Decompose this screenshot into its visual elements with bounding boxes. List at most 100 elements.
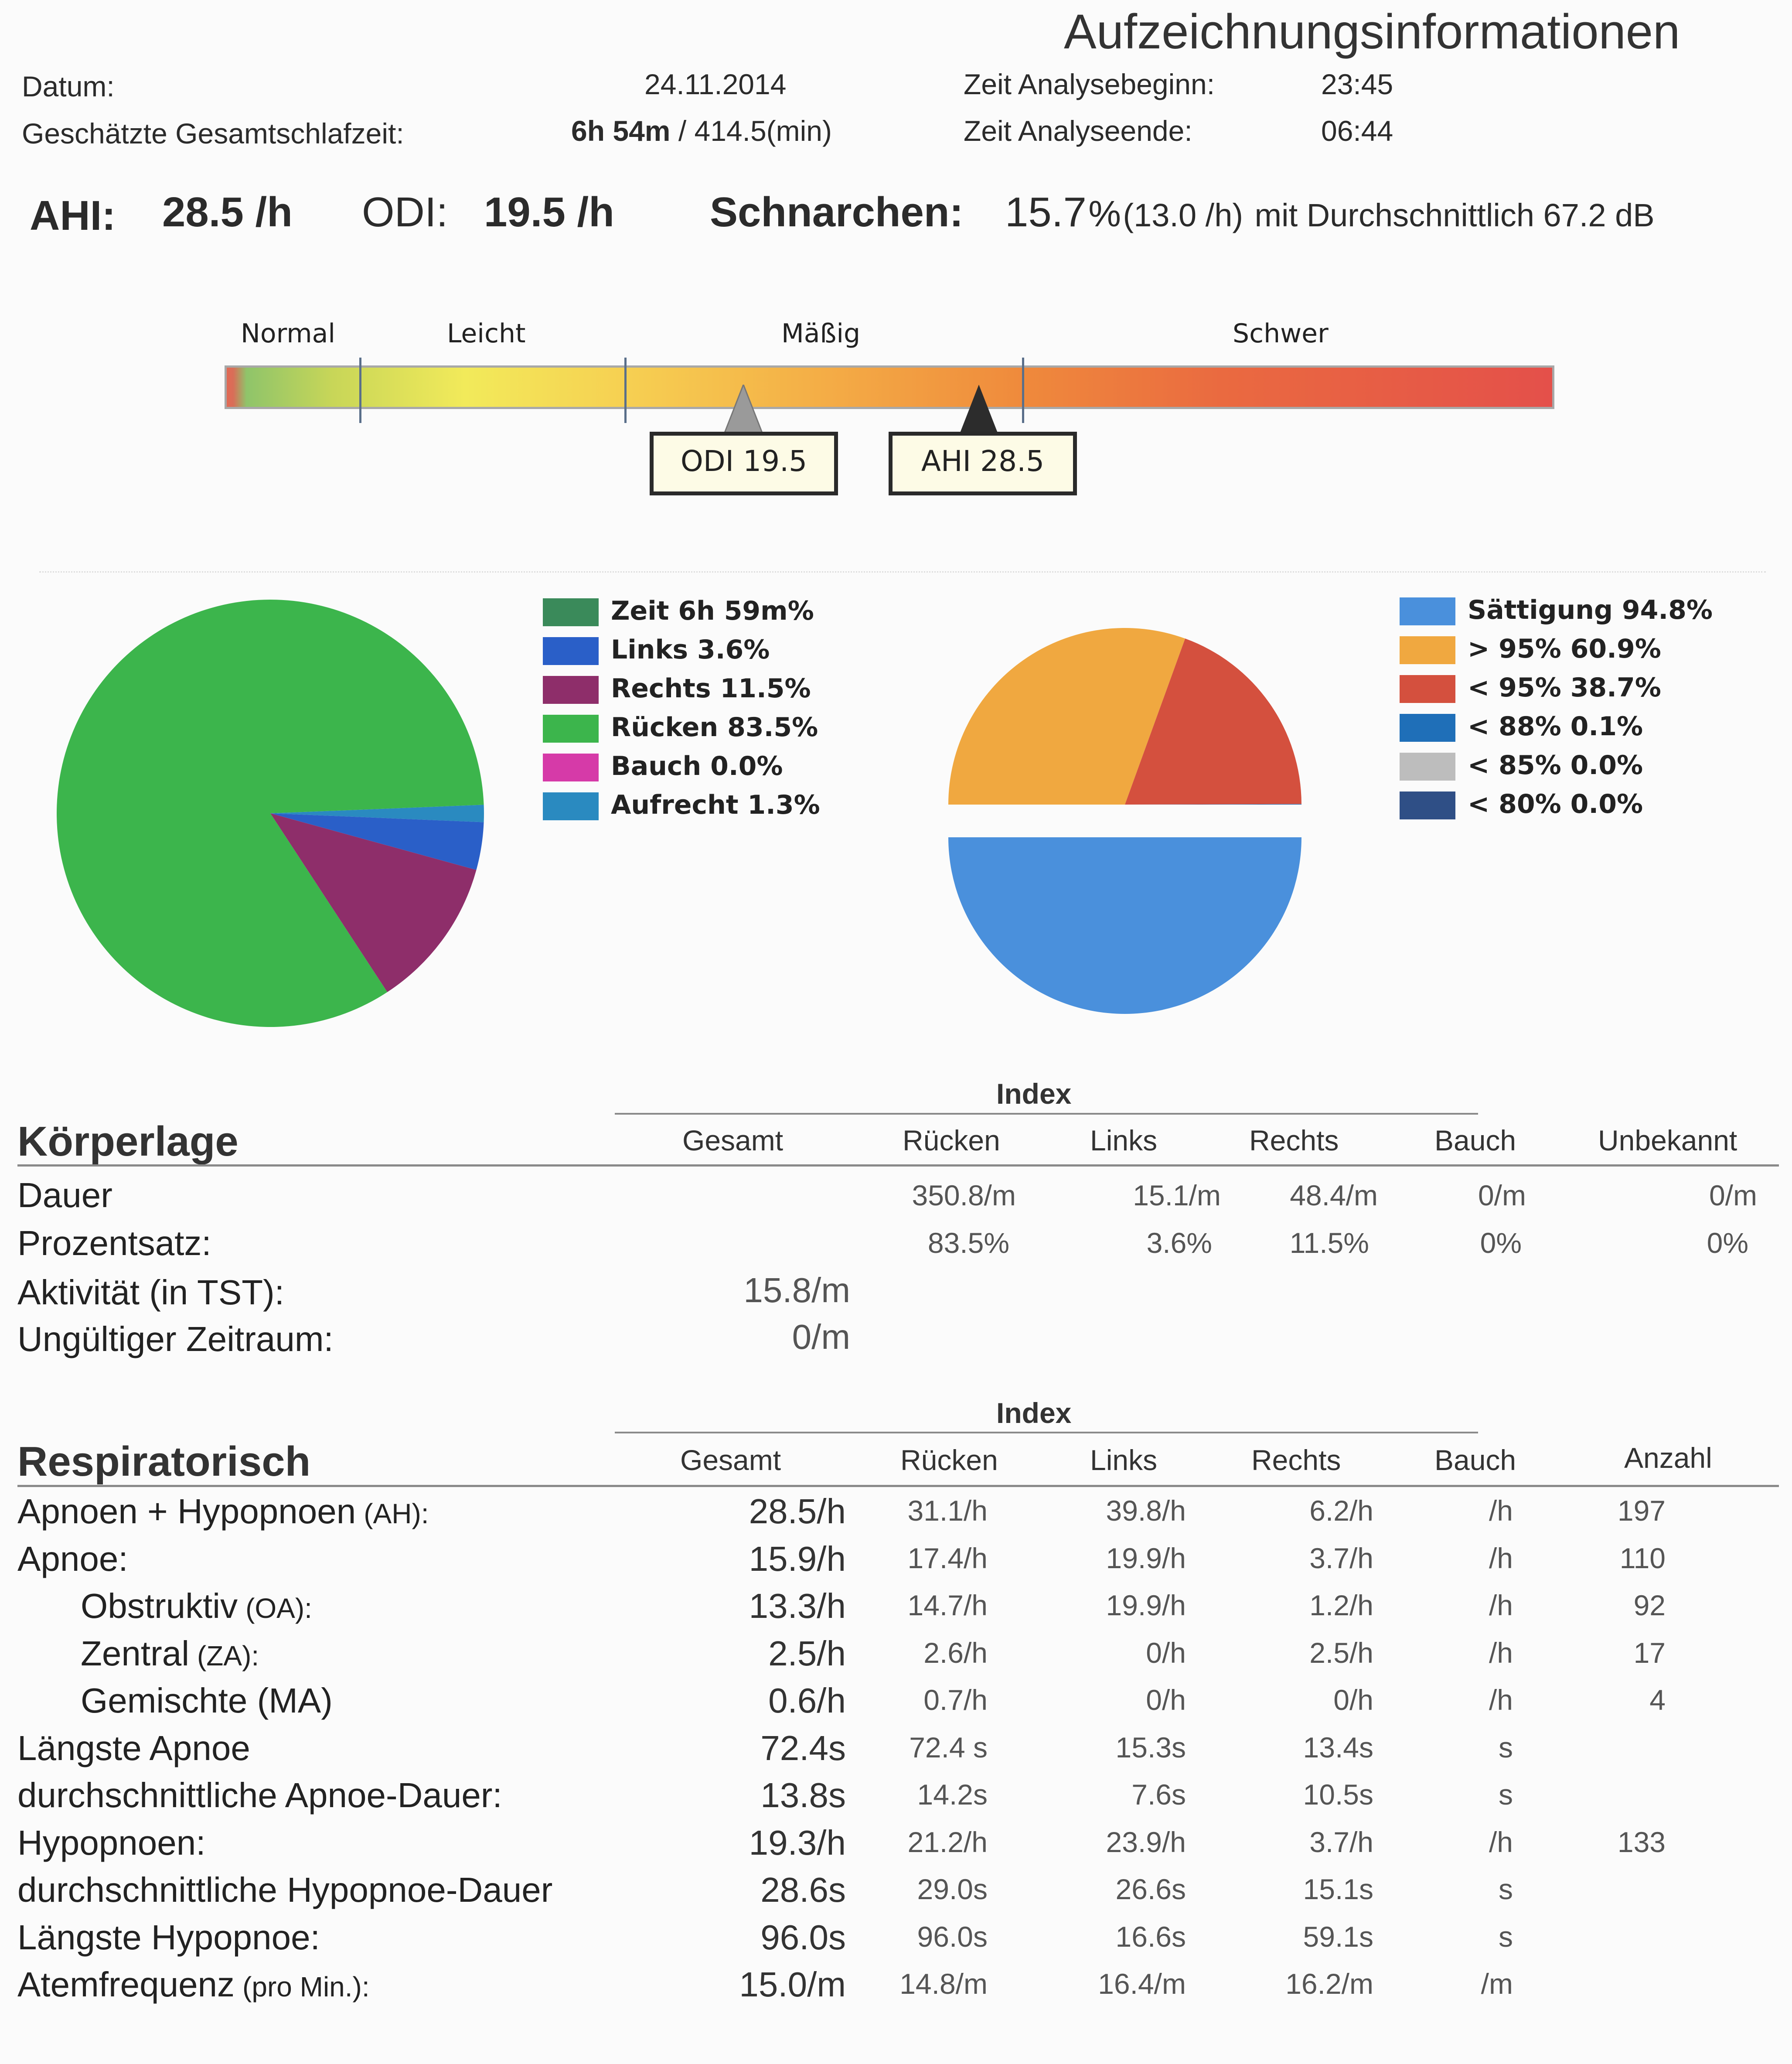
respiratorisch-cell: 0/h <box>1333 1684 1373 1716</box>
snore-percent-sign: % <box>1088 193 1121 234</box>
respiratorisch-col-links: Links <box>1090 1444 1158 1476</box>
respiratorisch-cell: 15.1s <box>1303 1873 1373 1905</box>
respiratorisch-cell: 96.0s <box>917 1921 988 1953</box>
respiratorisch-index-rule <box>615 1432 1478 1433</box>
respiratorisch-cell: 16.4/m <box>1098 1968 1186 2000</box>
legend-label-lt95: < 95% 38.7% <box>1468 672 1661 703</box>
respiratorisch-row-label-text: Hypopnoen: <box>17 1823 206 1862</box>
pie-slice-saettigung <box>948 837 1301 1014</box>
respiratorisch-cell: 14.2s <box>917 1778 988 1811</box>
odi-marker-triangle-icon <box>724 385 763 433</box>
respiratorisch-cell: /h <box>1489 1542 1513 1574</box>
sleep-time-value: 6h 54m / 414.5(min) <box>571 114 832 147</box>
respiratorisch-row-label: Apnoen + Hypopnoen (AH): <box>17 1491 429 1532</box>
legend-label-lt80: < 80% 0.0% <box>1468 789 1643 819</box>
odi-marker-box: ODI 19.5 <box>650 432 838 495</box>
respiratorisch-cell: 2.5/h <box>1309 1637 1373 1669</box>
respiratorisch-cell: 23.9/h <box>1106 1826 1186 1858</box>
respiratorisch-cell: 4 <box>1649 1684 1666 1716</box>
respiratorisch-row-label-text: durchschnittliche Apnoe-Dauer: <box>17 1776 502 1815</box>
analysis-end-value: 06:44 <box>1321 115 1393 147</box>
respiratorisch-col-anzahl: Anzahl <box>1624 1442 1712 1474</box>
respiratorisch-row-label-suffix: (ZA): <box>197 1640 259 1672</box>
koerperlage-row-label: Dauer <box>17 1176 112 1215</box>
koerperlage-cell: 11.5% <box>1289 1227 1369 1259</box>
respiratorisch-row-label: durchschnittliche Apnoe-Dauer: <box>17 1775 502 1815</box>
respiratorisch-col-gesamt: Gesamt <box>680 1444 781 1476</box>
koerperlage-cell: 3.6% <box>1146 1227 1212 1259</box>
legend-label-saettigung: Sättigung 94.8% <box>1468 595 1713 625</box>
legend-label-gt95: > 95% 60.9% <box>1468 634 1661 664</box>
snore-percent-value: 15.7 <box>1005 189 1087 235</box>
scale-label-maessig: Mäßig <box>781 318 861 349</box>
legend-swatch-saettigung <box>1400 597 1455 625</box>
legend-swatch-links <box>543 637 599 665</box>
respiratorisch-cell: 110 <box>1619 1542 1666 1574</box>
respiratorisch-cell: /h <box>1489 1826 1513 1858</box>
legend-swatch-ruecken <box>543 715 599 743</box>
koerperlage-col-links: Links <box>1090 1124 1158 1157</box>
respiratorisch-cell: 3.7/h <box>1309 1542 1373 1574</box>
koerperlage-row-label: Prozentsatz: <box>17 1224 211 1262</box>
respiratorisch-cell: s <box>1499 1731 1513 1764</box>
respiratorisch-col-rechts: Rechts <box>1251 1444 1341 1476</box>
respiratorisch-header-rule <box>17 1485 1779 1487</box>
section-separator <box>39 571 1766 574</box>
scale-label-schwer: Schwer <box>1233 318 1329 349</box>
respiratorisch-cell-gesamt: 0.6/h <box>768 1681 846 1720</box>
scale-label-normal: Normal <box>241 318 336 349</box>
respiratorisch-cell: 1.2/h <box>1309 1589 1373 1621</box>
respiratorisch-cell: 197 <box>1617 1494 1666 1527</box>
respiratorisch-row-label: Zentral (ZA): <box>81 1634 259 1674</box>
sleep-time-hours: 6h 54m <box>571 115 671 147</box>
respiratorisch-cell: 2.6/h <box>923 1637 988 1669</box>
respiratorisch-row-label: Apnoe: <box>17 1539 128 1579</box>
respiratorisch-col-bauch: Bauch <box>1434 1444 1516 1476</box>
respiratorisch-cell: /h <box>1489 1589 1513 1621</box>
koerperlage-cell: 0/m <box>792 1317 850 1356</box>
legend-label-rechts: Rechts 11.5% <box>611 673 811 704</box>
respiratorisch-cell-gesamt: 19.3/h <box>749 1823 846 1862</box>
severity-bar <box>225 365 1554 409</box>
legend-label-zeit: Zeit 6h 59m% <box>611 596 814 626</box>
odi-label: ODI: <box>362 189 448 235</box>
koerperlage-index-label: Index <box>996 1078 1072 1110</box>
legend-swatch-zeit <box>543 598 599 626</box>
respiratorisch-cell: 0.7/h <box>923 1684 988 1716</box>
respiratorisch-cell: 7.6s <box>1131 1778 1186 1811</box>
pie-slice-95 <box>1125 638 1301 805</box>
legend-swatch-lt95 <box>1400 675 1455 703</box>
snore-rate: (13.0 /h) <box>1123 197 1243 233</box>
page-title: Aufzeichnungsinformationen <box>1064 4 1680 59</box>
koerperlage-cell: 0/m <box>1709 1179 1757 1211</box>
respiratorisch-cell-gesamt: 28.5/h <box>749 1492 846 1531</box>
ahi-label: AHI: <box>30 192 116 239</box>
respiratorisch-row-label-text: Längste Hypopnoe: <box>17 1918 320 1957</box>
respiratorisch-row-label-text: durchschnittliche Hypopnoe-Dauer <box>17 1870 553 1909</box>
respiratorisch-cell: 19.9/h <box>1106 1589 1186 1621</box>
legend-swatch-gt95 <box>1400 636 1455 664</box>
koerperlage-index-rule <box>615 1113 1478 1115</box>
analysis-start-label: Zeit Analysebeginn: <box>964 68 1215 100</box>
respiratorisch-cell-gesamt: 96.0s <box>760 1918 846 1957</box>
respiratorisch-cell: 0/h <box>1146 1684 1186 1716</box>
date-value: 24.11.2014 <box>644 68 787 100</box>
koerperlage-row-label: Ungültiger Zeitraum: <box>17 1320 334 1358</box>
koerperlage-cell: 15.8/m <box>743 1271 850 1310</box>
odi-value: 19.5 /h <box>484 189 614 235</box>
respiratorisch-cell-gesamt: 15.9/h <box>749 1539 846 1578</box>
respiratorisch-title: Respiratorisch <box>17 1438 311 1485</box>
snore-label: Schnarchen: <box>710 189 964 235</box>
legend-label-bauch: Bauch 0.0% <box>611 751 783 781</box>
respiratorisch-cell: 39.8/h <box>1106 1494 1186 1527</box>
respiratorisch-cell: 59.1s <box>1303 1921 1373 1953</box>
respiratorisch-cell-gesamt: 15.0/m <box>739 1965 846 2004</box>
ahi-marker-box: AHI 28.5 <box>889 432 1077 495</box>
respiratorisch-index-label: Index <box>996 1397 1072 1429</box>
legend-swatch-rechts <box>543 676 599 704</box>
koerperlage-col-bauch: Bauch <box>1434 1124 1516 1157</box>
saturation-pie-chart <box>948 628 1301 1014</box>
legend-label-aufrecht: Aufrecht 1.3% <box>611 790 820 820</box>
koerperlage-header-rule <box>17 1164 1779 1167</box>
respiratorisch-cell: 72.4 s <box>909 1731 988 1764</box>
